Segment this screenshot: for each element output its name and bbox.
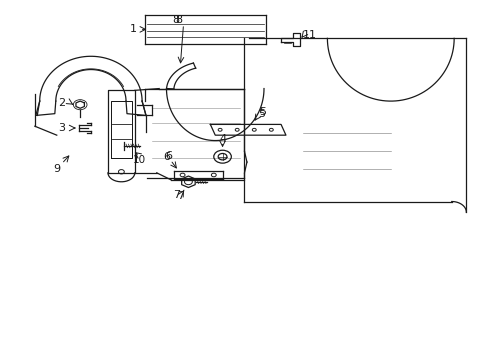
Text: 10: 10 [133, 155, 146, 165]
Text: 8: 8 [175, 15, 182, 26]
Text: 5: 5 [258, 109, 264, 119]
Text: 7: 7 [177, 191, 184, 201]
Text: 6: 6 [163, 152, 170, 162]
Text: 9: 9 [53, 164, 60, 174]
Text: 3: 3 [58, 123, 65, 133]
Text: 4: 4 [219, 134, 225, 144]
Text: 2: 2 [58, 98, 65, 108]
Text: 7: 7 [172, 190, 180, 201]
Text: 5: 5 [259, 107, 265, 117]
Text: 8: 8 [172, 15, 180, 26]
Text: 6: 6 [165, 151, 172, 161]
Text: 1: 1 [129, 24, 137, 35]
Text: 11: 11 [303, 30, 317, 40]
